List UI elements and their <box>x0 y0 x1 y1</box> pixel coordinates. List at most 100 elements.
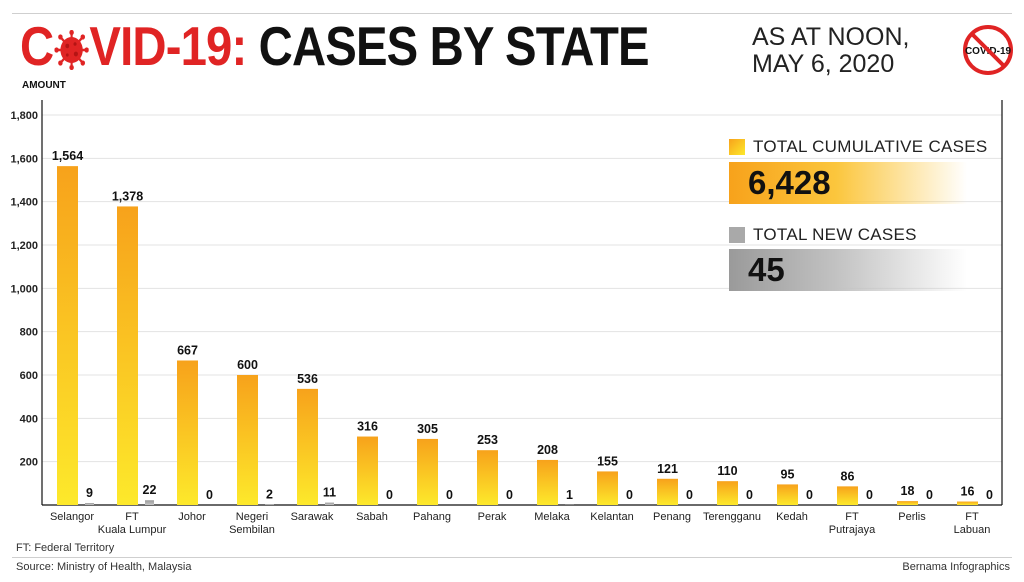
legend-cumulative-swatch <box>729 139 745 155</box>
date-line-1: AS AT NOON, <box>752 23 910 51</box>
x-tick-label: Kelantan <box>590 511 633 523</box>
bar-new-value-label: 0 <box>446 488 453 502</box>
bar-value-label: 110 <box>717 464 737 478</box>
y-tick-label: 200 <box>20 457 38 469</box>
bar-new-value-label: 0 <box>986 488 993 502</box>
bar-value-label: 1,564 <box>52 149 83 163</box>
x-tick-label: FT <box>845 511 859 523</box>
x-tick-label: Kedah <box>776 511 808 523</box>
top-divider <box>12 13 1012 14</box>
title-letter-c: C <box>20 15 54 77</box>
bar-cumulative <box>117 206 138 505</box>
bar-new <box>325 502 334 505</box>
x-tick-label: Labuan <box>954 524 991 536</box>
no-covid-icon: COVID-19 <box>963 25 1013 75</box>
legend-new-swatch <box>729 227 745 243</box>
x-tick-label: Selangor <box>50 511 94 523</box>
bar-new-value-label: 0 <box>746 488 753 502</box>
bar-value-label: 316 <box>357 420 378 434</box>
bar-new-value-label: 2 <box>266 488 273 502</box>
x-tick-label: Negeri <box>236 511 268 523</box>
x-tick-label: Melaka <box>534 511 570 523</box>
x-tick-label: Perak <box>478 511 507 523</box>
x-tick-label: Putrajaya <box>829 524 876 536</box>
bar-cumulative <box>837 486 858 505</box>
y-tick-label: 1,800 <box>10 110 38 122</box>
bar-cumulative <box>477 450 498 505</box>
y-axis-title: AMOUNT <box>22 80 66 91</box>
date-line-2: MAY 6, 2020 <box>752 50 895 78</box>
bar-cumulative <box>537 459 558 505</box>
bar-cumulative <box>297 388 318 505</box>
y-tick-label: 400 <box>20 413 38 425</box>
bar-value-label: 18 <box>901 484 915 498</box>
legend-cumulative-label: TOTAL CUMULATIVE CASES <box>753 137 988 156</box>
bar-cumulative <box>177 360 198 505</box>
bar-cumulative <box>597 471 618 505</box>
title-covid: VID-19: <box>89 15 247 77</box>
date-stamp: AS AT NOON, MAY 6, 2020 <box>752 24 909 78</box>
x-tick-label: Johor <box>178 511 206 523</box>
bar-new-value-label: 0 <box>806 488 813 502</box>
bar-new-value-label: 9 <box>86 486 93 500</box>
bar-chart: 1,8001,6001,4001,2001,0008006004002001,5… <box>10 100 1003 536</box>
bar-cumulative <box>57 166 78 505</box>
x-tick-label: Kuala Lumpur <box>98 524 167 536</box>
footnote: FT: Federal Territory <box>16 542 115 554</box>
bar-new-value-label: 1 <box>566 488 573 502</box>
bar-cumulative <box>777 484 798 505</box>
bar-value-label: 667 <box>177 343 198 357</box>
y-tick-label: 600 <box>20 370 38 382</box>
bar-value-label: 16 <box>961 485 975 499</box>
bar-cumulative <box>717 481 738 505</box>
title-cases-by-state: CASES BY STATE <box>258 15 650 77</box>
bar-value-label: 121 <box>657 462 678 476</box>
bar-new <box>145 500 154 505</box>
page-title: C VID-19: CASES BY STATE <box>20 14 650 78</box>
x-tick-label: FT <box>965 511 979 523</box>
bar-value-label: 95 <box>781 467 795 481</box>
bar-new-value-label: 11 <box>323 486 336 500</box>
x-tick-label: FT <box>125 511 139 523</box>
bar-cumulative <box>657 478 678 505</box>
bar-cumulative <box>357 436 378 505</box>
x-tick-label: Terengganu <box>703 511 761 523</box>
bar-new <box>85 503 94 505</box>
bar-new-value-label: 22 <box>143 483 157 497</box>
y-tick-label: 1,400 <box>10 197 38 209</box>
bar-new-value-label: 0 <box>386 488 393 502</box>
x-tick-label: Sarawak <box>291 511 334 523</box>
legend-cumulative-value: 6,428 <box>748 164 831 201</box>
bar-new-value-label: 0 <box>206 488 213 502</box>
x-tick-label: Sabah <box>356 511 388 523</box>
bar-value-label: 536 <box>297 372 318 386</box>
bar-value-label: 155 <box>597 454 618 468</box>
bar-new-value-label: 0 <box>926 488 933 502</box>
source-text: Source: Ministry of Health, Malaysia <box>16 561 192 573</box>
bar-value-label: 208 <box>537 443 558 457</box>
bar-cumulative <box>957 501 978 505</box>
y-tick-label: 800 <box>20 327 38 339</box>
bar-value-label: 305 <box>417 422 438 436</box>
bar-cumulative <box>417 438 438 505</box>
legend-new-value: 45 <box>748 251 785 288</box>
bar-new-value-label: 0 <box>686 488 693 502</box>
legend-new-label: TOTAL NEW CASES <box>753 225 917 244</box>
x-tick-label: Sembilan <box>229 524 275 536</box>
y-tick-label: 1,000 <box>10 283 38 295</box>
y-tick-label: 1,200 <box>10 240 38 252</box>
bar-value-label: 253 <box>477 433 498 447</box>
bar-new-value-label: 0 <box>626 488 633 502</box>
legend-cumulative-bar <box>729 162 967 204</box>
bottom-divider <box>12 557 1012 558</box>
x-tick-label: Perlis <box>898 511 926 523</box>
legend-new-bar <box>729 249 967 291</box>
bar-cumulative <box>897 501 918 505</box>
virus-icon <box>54 30 89 70</box>
bar-new-value-label: 0 <box>506 488 513 502</box>
bar-value-label: 600 <box>237 358 258 372</box>
y-tick-label: 1,600 <box>10 153 38 165</box>
bar-value-label: 86 <box>841 469 855 483</box>
x-tick-label: Penang <box>653 511 691 523</box>
credit-text: Bernama Infographics <box>902 561 1010 573</box>
